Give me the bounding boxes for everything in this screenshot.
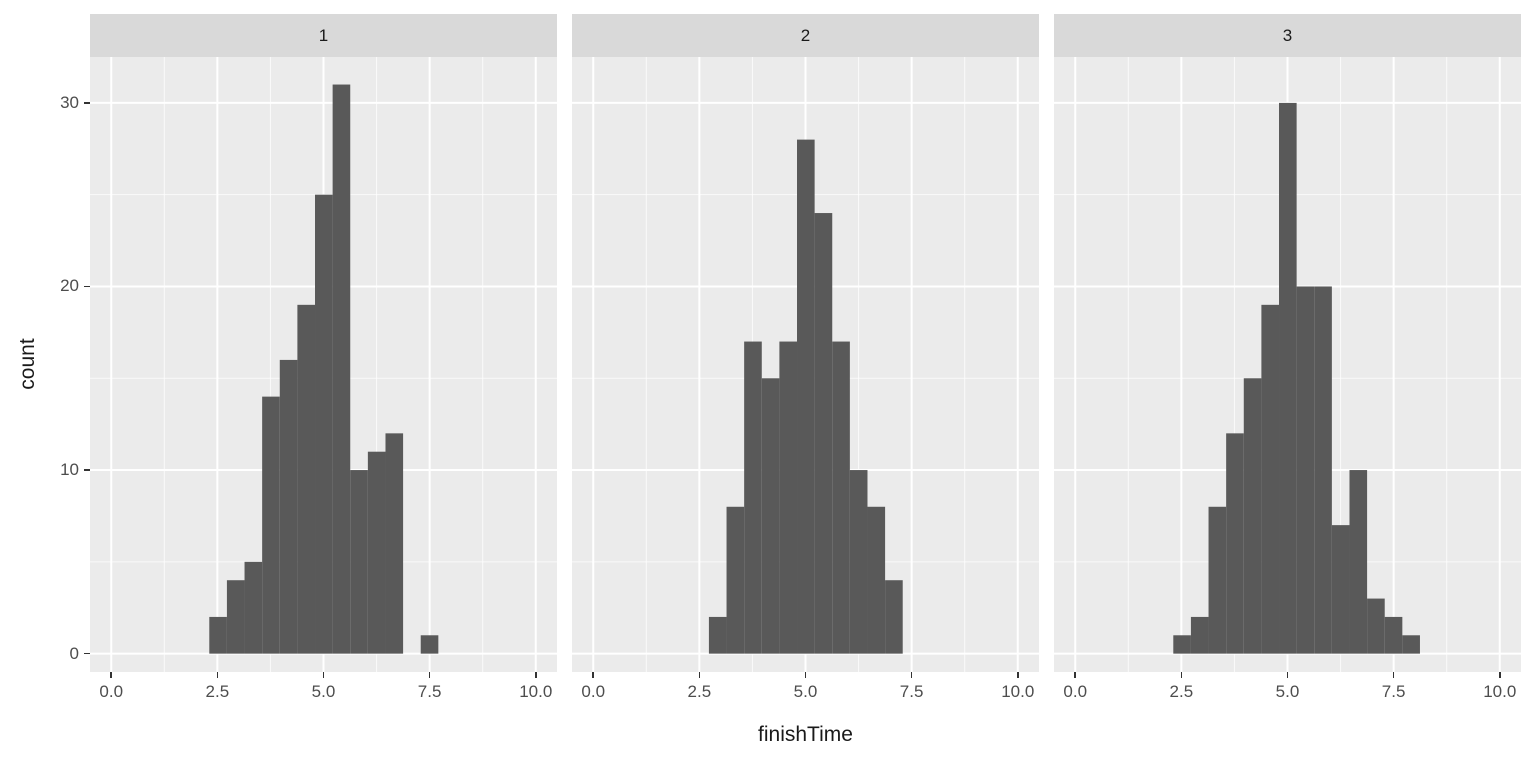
x-tick-label: 0.0 <box>581 682 606 701</box>
y-tick-label: 10 <box>60 460 79 480</box>
x-tick-mark <box>428 672 431 678</box>
histogram-bar <box>279 359 298 654</box>
histogram-bar <box>244 561 263 654</box>
histogram-bar <box>1367 598 1385 654</box>
x-tick-mark <box>322 672 325 678</box>
x-tick-mark <box>910 672 913 678</box>
histogram-panel <box>90 57 557 672</box>
facet-strip: 3 <box>1054 14 1521 57</box>
histogram-bar <box>867 506 886 654</box>
x-tick-label: 7.5 <box>1381 682 1406 701</box>
x-tick-label: 5.0 <box>1275 682 1300 701</box>
y-tick-label: 30 <box>60 92 79 112</box>
x-tick-mark <box>592 672 594 678</box>
x-tick-mark <box>1017 672 1019 678</box>
histogram-panel <box>1054 57 1521 672</box>
histogram-bar <box>315 194 333 654</box>
x-axis-title: finishTime <box>758 723 853 746</box>
x-tick-label: 10.0 <box>1001 682 1035 701</box>
x-tick-mark <box>1499 672 1501 678</box>
facet-strip-label: 1 <box>318 25 329 45</box>
x-tick-mark <box>1180 672 1183 678</box>
y-axis-title: count <box>16 338 39 390</box>
x-tick-label: 2.5 <box>205 682 230 701</box>
histogram-bar <box>1279 102 1297 654</box>
histogram-bar <box>1226 433 1244 654</box>
histogram-bar <box>385 433 404 654</box>
y-tick-mark <box>84 285 90 288</box>
x-tick-label: 7.5 <box>899 682 924 701</box>
histogram-bar <box>350 470 368 654</box>
histogram-bar <box>726 506 745 654</box>
x-tick-label: 2.5 <box>687 682 712 701</box>
x-tick-label: 2.5 <box>1169 682 1194 701</box>
x-tick-label: 5.0 <box>793 682 818 701</box>
x-tick-mark <box>216 672 219 678</box>
y-tick-mark <box>84 102 90 104</box>
y-tick-mark <box>84 652 90 655</box>
x-tick-label: 7.5 <box>417 682 442 701</box>
x-tick-mark <box>1392 672 1395 678</box>
histogram-bar <box>849 470 868 654</box>
histogram-bar <box>797 139 815 654</box>
histogram-bar <box>262 396 280 654</box>
histogram-bar <box>814 213 833 654</box>
histogram-bar <box>297 304 316 654</box>
x-tick-mark <box>1074 672 1076 678</box>
histogram-bar <box>1384 616 1403 654</box>
x-tick-mark <box>698 672 701 678</box>
histogram-bar <box>367 451 386 654</box>
histogram-bar <box>708 616 727 654</box>
x-tick-mark <box>535 672 537 678</box>
y-tick-label: 0 <box>69 643 79 663</box>
histogram-bar <box>1314 286 1332 654</box>
histogram-bar <box>1349 470 1368 654</box>
facet-strip: 2 <box>572 14 1039 57</box>
histogram-bar <box>761 378 780 654</box>
histogram-bar <box>332 84 351 654</box>
x-tick-mark <box>110 672 112 678</box>
facet-strip-label: 2 <box>800 25 811 45</box>
histogram-bar <box>1331 525 1350 654</box>
histogram-bar <box>1173 635 1191 654</box>
histogram-bar <box>885 580 903 654</box>
y-tick-mark <box>84 469 90 471</box>
histogram-bar <box>420 635 439 654</box>
histogram-bar <box>779 341 798 654</box>
x-tick-label: 5.0 <box>311 682 336 701</box>
histogram-bar <box>1402 635 1420 654</box>
x-tick-label: 0.0 <box>99 682 124 701</box>
x-tick-label: 0.0 <box>1063 682 1088 701</box>
x-tick-label: 10.0 <box>1483 682 1517 701</box>
histogram-bar <box>1296 286 1315 654</box>
histogram-bar <box>1243 378 1262 654</box>
histogram-bar <box>832 341 850 654</box>
x-tick-label: 10.0 <box>519 682 553 701</box>
histogram-bar <box>209 616 227 654</box>
x-tick-mark <box>1286 672 1289 678</box>
histogram-panel <box>572 57 1039 672</box>
histogram-bar <box>744 341 762 654</box>
histogram-bar <box>226 580 245 654</box>
facet-strip-label: 3 <box>1282 25 1293 45</box>
histogram-bar <box>1261 304 1280 654</box>
histogram-bar <box>1208 506 1227 654</box>
histogram-bar <box>1190 616 1209 654</box>
x-tick-mark <box>804 672 807 678</box>
y-tick-label: 20 <box>60 276 79 296</box>
facet-strip: 1 <box>90 14 557 57</box>
